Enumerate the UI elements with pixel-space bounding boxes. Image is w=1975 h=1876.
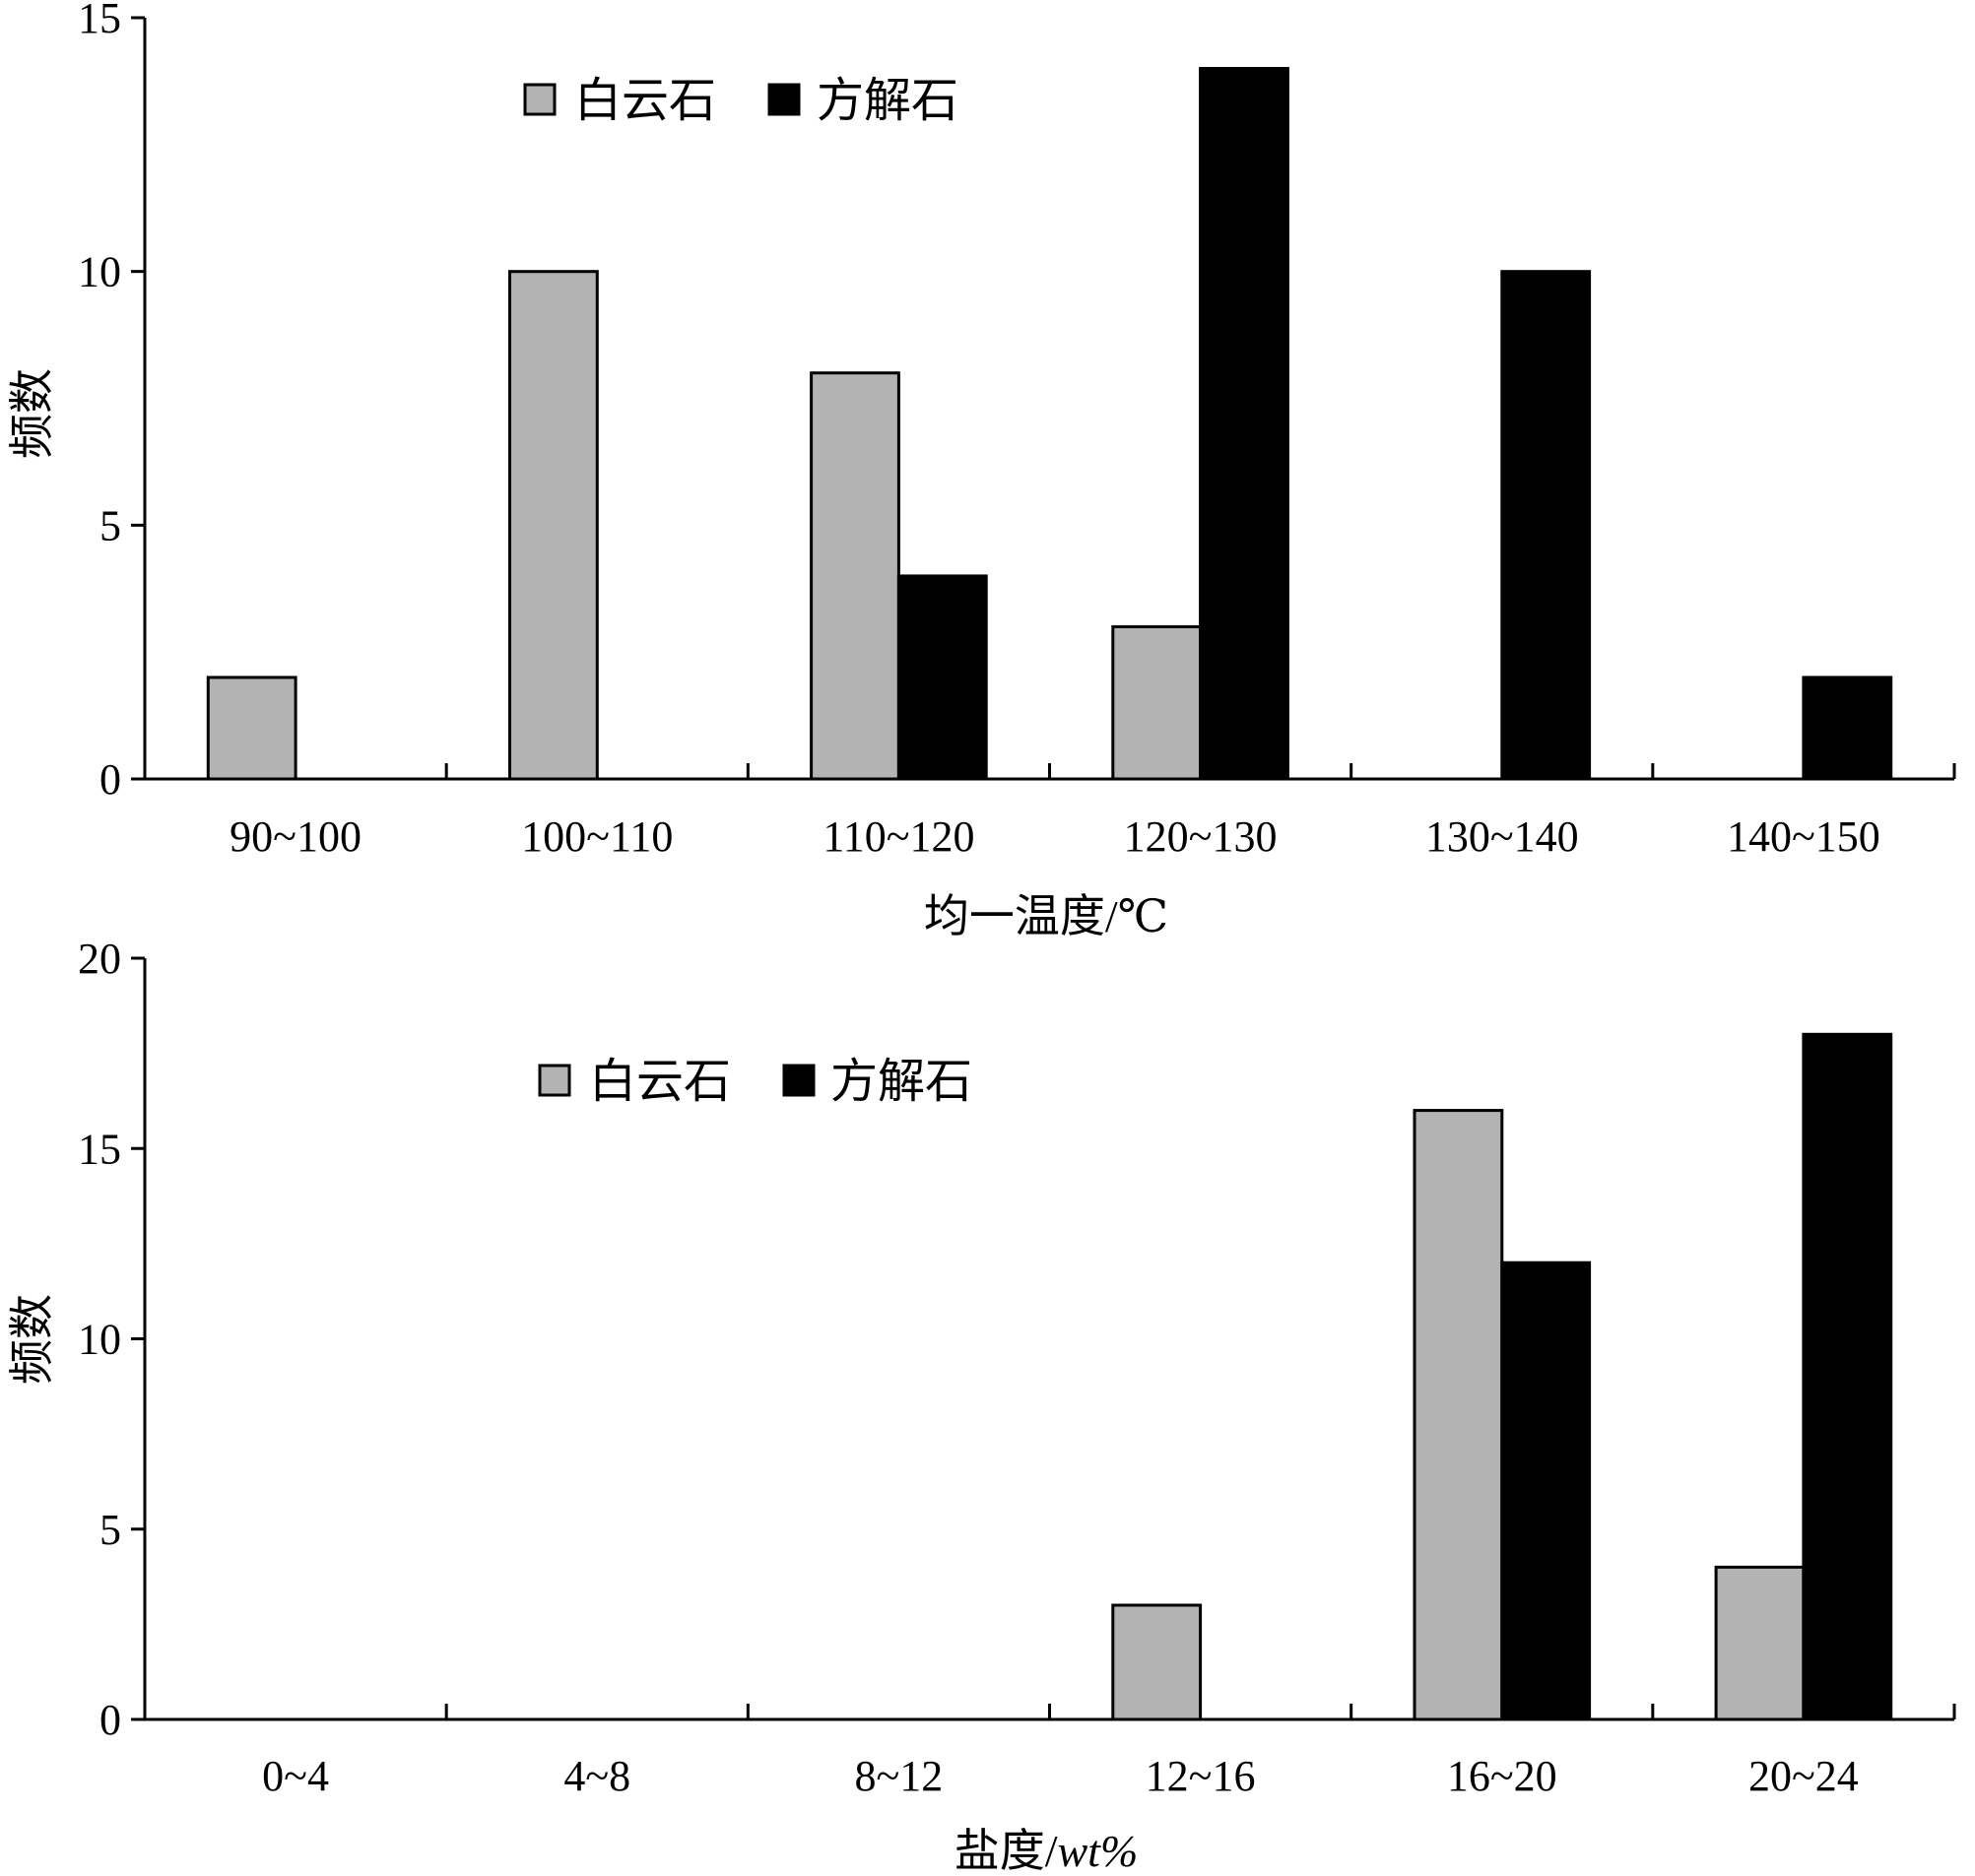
chart2-x-tick-label-1: 4~8 bbox=[563, 1752, 630, 1800]
chart1-x-tick-labels: 90~100 100~110 110~120 120~130 130~140 140~15… bbox=[230, 812, 1880, 861]
chart1-bar-calcite-3 bbox=[1199, 67, 1289, 781]
chart1-bar-dolomite-3 bbox=[1111, 624, 1203, 781]
chart2-x-tick-labels: 0~4 4~8 8~12 12~16 16~20 20~24 bbox=[262, 1752, 1859, 1800]
chart2-axes bbox=[131, 956, 1956, 1721]
chart2-y-tick-label-3: 15 bbox=[78, 1125, 121, 1173]
chart2-y-tick-label-2: 10 bbox=[78, 1316, 121, 1364]
chart1-x-tick-label-5: 140~150 bbox=[1727, 812, 1880, 861]
chart2-bar-dolomite-3 bbox=[1111, 1603, 1203, 1721]
chart2-y-tick-label-4: 20 bbox=[78, 935, 121, 983]
chart1-x-tick-label-2: 110~120 bbox=[823, 812, 974, 861]
chart2-y-tick-label-0: 0 bbox=[99, 1696, 121, 1744]
chart1-legend: 白云石 方解石 bbox=[523, 75, 958, 127]
chart1-bar-dolomite-2 bbox=[810, 371, 900, 781]
chart1-x-tick-label-1: 100~110 bbox=[521, 812, 673, 861]
chart2-x-axis-title: 盐度/wt% bbox=[955, 1826, 1139, 1876]
chart1-bar-calcite-5 bbox=[1802, 676, 1893, 781]
chart1-bar-dolomite-0 bbox=[206, 676, 297, 781]
chart2-y-tick-labels: 0 5 10 15 20 bbox=[78, 935, 121, 1744]
chart1-x-axis-title: 均一温度/℃ bbox=[924, 891, 1168, 941]
chart2-bar-dolomite-4 bbox=[1413, 1109, 1504, 1721]
chart1-y-tick-label-0: 0 bbox=[99, 755, 121, 804]
chart2-legend-swatch-calcite bbox=[782, 1064, 816, 1097]
chart2-bars bbox=[1111, 1032, 1893, 1721]
chart2-x-tick-label-5: 20~24 bbox=[1748, 1752, 1859, 1800]
temperature-chart: 0 5 10 15 90~100 100~110 110~120 120~130 130~14… bbox=[7, 0, 1956, 941]
chart1-x-tick-label-3: 120~130 bbox=[1124, 812, 1278, 861]
chart2-y-tick-label-1: 5 bbox=[99, 1506, 121, 1554]
chart2-y-axis-title: 频数 bbox=[7, 1294, 57, 1385]
chart2-x-axis-title-main: 盐度/ bbox=[955, 1826, 1058, 1876]
chart1-bar-dolomite-1 bbox=[508, 270, 599, 781]
chart1-legend-swatch-calcite bbox=[767, 83, 801, 116]
chart2-legend-label-calcite: 方解石 bbox=[830, 1056, 972, 1108]
chart2-legend-label-dolomite: 白云石 bbox=[589, 1056, 731, 1108]
chart1-y-tick-label-1: 5 bbox=[99, 501, 121, 550]
chart2-bar-calcite-5 bbox=[1802, 1032, 1893, 1721]
chart1-legend-swatch-dolomite bbox=[523, 83, 557, 116]
chart2-legend-swatch-dolomite bbox=[538, 1064, 571, 1097]
chart1-bar-calcite-4 bbox=[1500, 270, 1592, 781]
chart2-legend: 白云石 方解石 bbox=[538, 1056, 972, 1108]
chart1-legend-label-dolomite: 白云石 bbox=[574, 75, 716, 127]
chart1-legend-label-calcite: 方解石 bbox=[817, 75, 958, 127]
salinity-chart: 0 5 10 15 20 0~4 4~8 8~12 12~16 16~20 20~24 白云石 方… bbox=[7, 935, 1956, 1876]
chart1-x-tick-label-0: 90~100 bbox=[230, 812, 362, 861]
chart2-x-axis-title-unit: wt% bbox=[1058, 1826, 1139, 1876]
chart1-y-axis-title: 频数 bbox=[7, 368, 57, 459]
chart2-x-tick-label-2: 8~12 bbox=[855, 1752, 944, 1800]
chart1-y-tick-label-2: 10 bbox=[78, 248, 121, 296]
chart2-x-tick-label-4: 16~20 bbox=[1447, 1752, 1557, 1800]
chart1-x-tick-label-4: 130~140 bbox=[1425, 812, 1579, 861]
chart2-x-tick-label-3: 12~16 bbox=[1146, 1752, 1256, 1800]
chart2-x-tick-label-0: 0~4 bbox=[262, 1752, 329, 1800]
chart1-axes bbox=[131, 16, 1956, 781]
chart1-bars bbox=[206, 67, 1893, 781]
chart1-bar-calcite-2 bbox=[896, 574, 988, 781]
chart1-y-tick-label-3: 15 bbox=[78, 0, 121, 42]
chart1-y-tick-labels: 0 5 10 15 bbox=[78, 0, 121, 804]
chart2-bar-dolomite-5 bbox=[1714, 1565, 1806, 1721]
chart2-bar-calcite-4 bbox=[1500, 1261, 1592, 1721]
